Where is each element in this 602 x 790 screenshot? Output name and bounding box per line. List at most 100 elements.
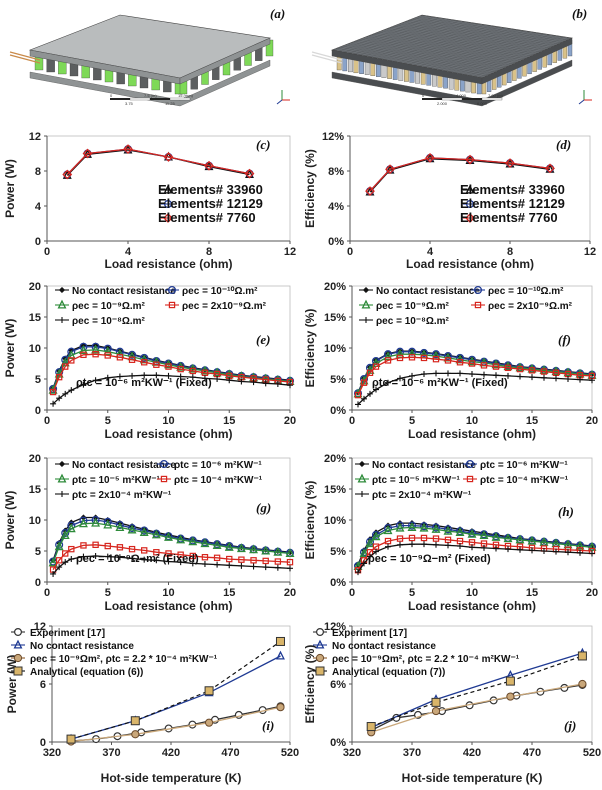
data-point <box>431 523 441 533</box>
data-point <box>384 357 392 364</box>
data-point <box>577 549 583 556</box>
data-point <box>493 545 499 552</box>
series-line <box>370 684 583 731</box>
legend-label: ρec = 10⁻⁹Ω.m² <box>376 301 450 312</box>
legend-marker <box>14 628 23 637</box>
data-point <box>189 374 196 381</box>
data-point <box>189 560 196 567</box>
data-point <box>274 564 281 571</box>
data-point <box>92 541 99 548</box>
data-point <box>408 534 416 542</box>
data-point <box>49 388 57 396</box>
legend-label: Elements# 12129 <box>460 196 565 211</box>
legend: Experiment [17] No contact resistance ρec … <box>313 628 520 678</box>
axis-triad-a <box>276 90 290 105</box>
panel-tag: (h) <box>558 504 574 519</box>
data-point <box>506 692 515 701</box>
data-point <box>578 679 587 689</box>
data-point <box>505 372 511 379</box>
data-point <box>92 377 99 384</box>
series-3 <box>49 541 294 573</box>
data-point <box>527 535 537 545</box>
data-point <box>365 186 375 197</box>
data-point <box>431 706 441 716</box>
legend-marker <box>58 460 66 468</box>
legend-marker <box>362 286 370 294</box>
y-tick-label: 0 <box>35 236 41 248</box>
data-point <box>445 542 451 549</box>
data-point <box>80 351 87 359</box>
legend-label: Experiment [17] <box>30 628 105 639</box>
x-tick-label: 420 <box>162 747 180 759</box>
legend-marker <box>315 639 325 649</box>
legend-marker <box>465 199 475 209</box>
legend-label: Analytical (equation (7)) <box>332 667 445 678</box>
y-tick-label: 0% <box>330 737 346 749</box>
legend-label: Elements# 33960 <box>158 182 263 197</box>
data-point <box>62 559 69 566</box>
series-line <box>370 655 583 728</box>
data-point <box>354 391 362 399</box>
data-point <box>153 549 160 556</box>
data-point <box>515 362 525 372</box>
data-point <box>50 400 57 407</box>
series-line <box>70 705 281 742</box>
y-tick-label: 4% <box>328 201 344 213</box>
y-tick-label: 0 <box>40 737 46 749</box>
data-point <box>226 555 233 563</box>
legend-label: No contact resistance <box>332 641 436 652</box>
cad-mesh-line <box>471 36 563 77</box>
series-line <box>66 149 250 176</box>
fixed-parameter-note: ρtc = 10⁻⁶ m²KW⁻¹ (Fixed) <box>76 377 212 389</box>
data-point <box>128 356 136 363</box>
y-tick-label: 20% <box>324 281 346 293</box>
legend-marker <box>168 301 176 309</box>
data-point <box>589 550 595 557</box>
data-point <box>457 370 463 377</box>
legend-marker <box>163 184 173 194</box>
data-point <box>361 395 367 402</box>
y-tick-label: 20 <box>29 281 41 293</box>
series-3 <box>49 350 294 396</box>
data-point <box>469 371 475 378</box>
cad-mesh-line <box>409 19 561 44</box>
legend-marker <box>361 299 371 309</box>
y-tick-label: 5% <box>330 374 346 386</box>
data-point <box>189 552 196 560</box>
data-point <box>455 527 465 536</box>
data-point <box>177 551 184 558</box>
x-tick-label: 0 <box>44 587 50 599</box>
x-tick-label: 12 <box>584 246 596 258</box>
x-tick-label: 20 <box>586 587 598 599</box>
data-point <box>54 541 64 551</box>
data-point <box>409 541 415 548</box>
data-point <box>545 163 555 174</box>
series-3 <box>366 651 587 732</box>
data-point <box>204 718 214 727</box>
data-point <box>62 390 69 397</box>
legend-label: ρtc = 10⁻⁶ m²KW⁻¹ <box>480 460 568 471</box>
data-point <box>262 557 269 565</box>
data-point <box>421 371 427 378</box>
panel-tag: (i) <box>262 718 274 733</box>
x-axis-title: Load resistance (ohm) <box>406 257 534 271</box>
y-tick-label: 10 <box>29 343 41 355</box>
y-tick-label: 15% <box>324 484 346 496</box>
data-point <box>355 569 361 576</box>
data-point <box>141 547 148 554</box>
scale-a-sub-right: 11.25 <box>165 101 175 106</box>
data-point <box>527 363 537 373</box>
data-point <box>189 367 196 375</box>
scale-bar-b: 0 4.000 7.00 (m) 2.000 6.000 <box>422 93 504 106</box>
data-point <box>165 363 172 370</box>
data-point <box>68 387 75 394</box>
data-point <box>62 550 69 557</box>
scale-b-sub-right: 6.000 <box>477 101 488 106</box>
y-tick-label: 15 <box>29 312 41 324</box>
data-point <box>444 357 452 364</box>
data-point <box>445 370 451 377</box>
data-point <box>189 536 196 543</box>
panel-tag: (g) <box>256 500 271 515</box>
x-tick-label: 20 <box>586 415 598 427</box>
